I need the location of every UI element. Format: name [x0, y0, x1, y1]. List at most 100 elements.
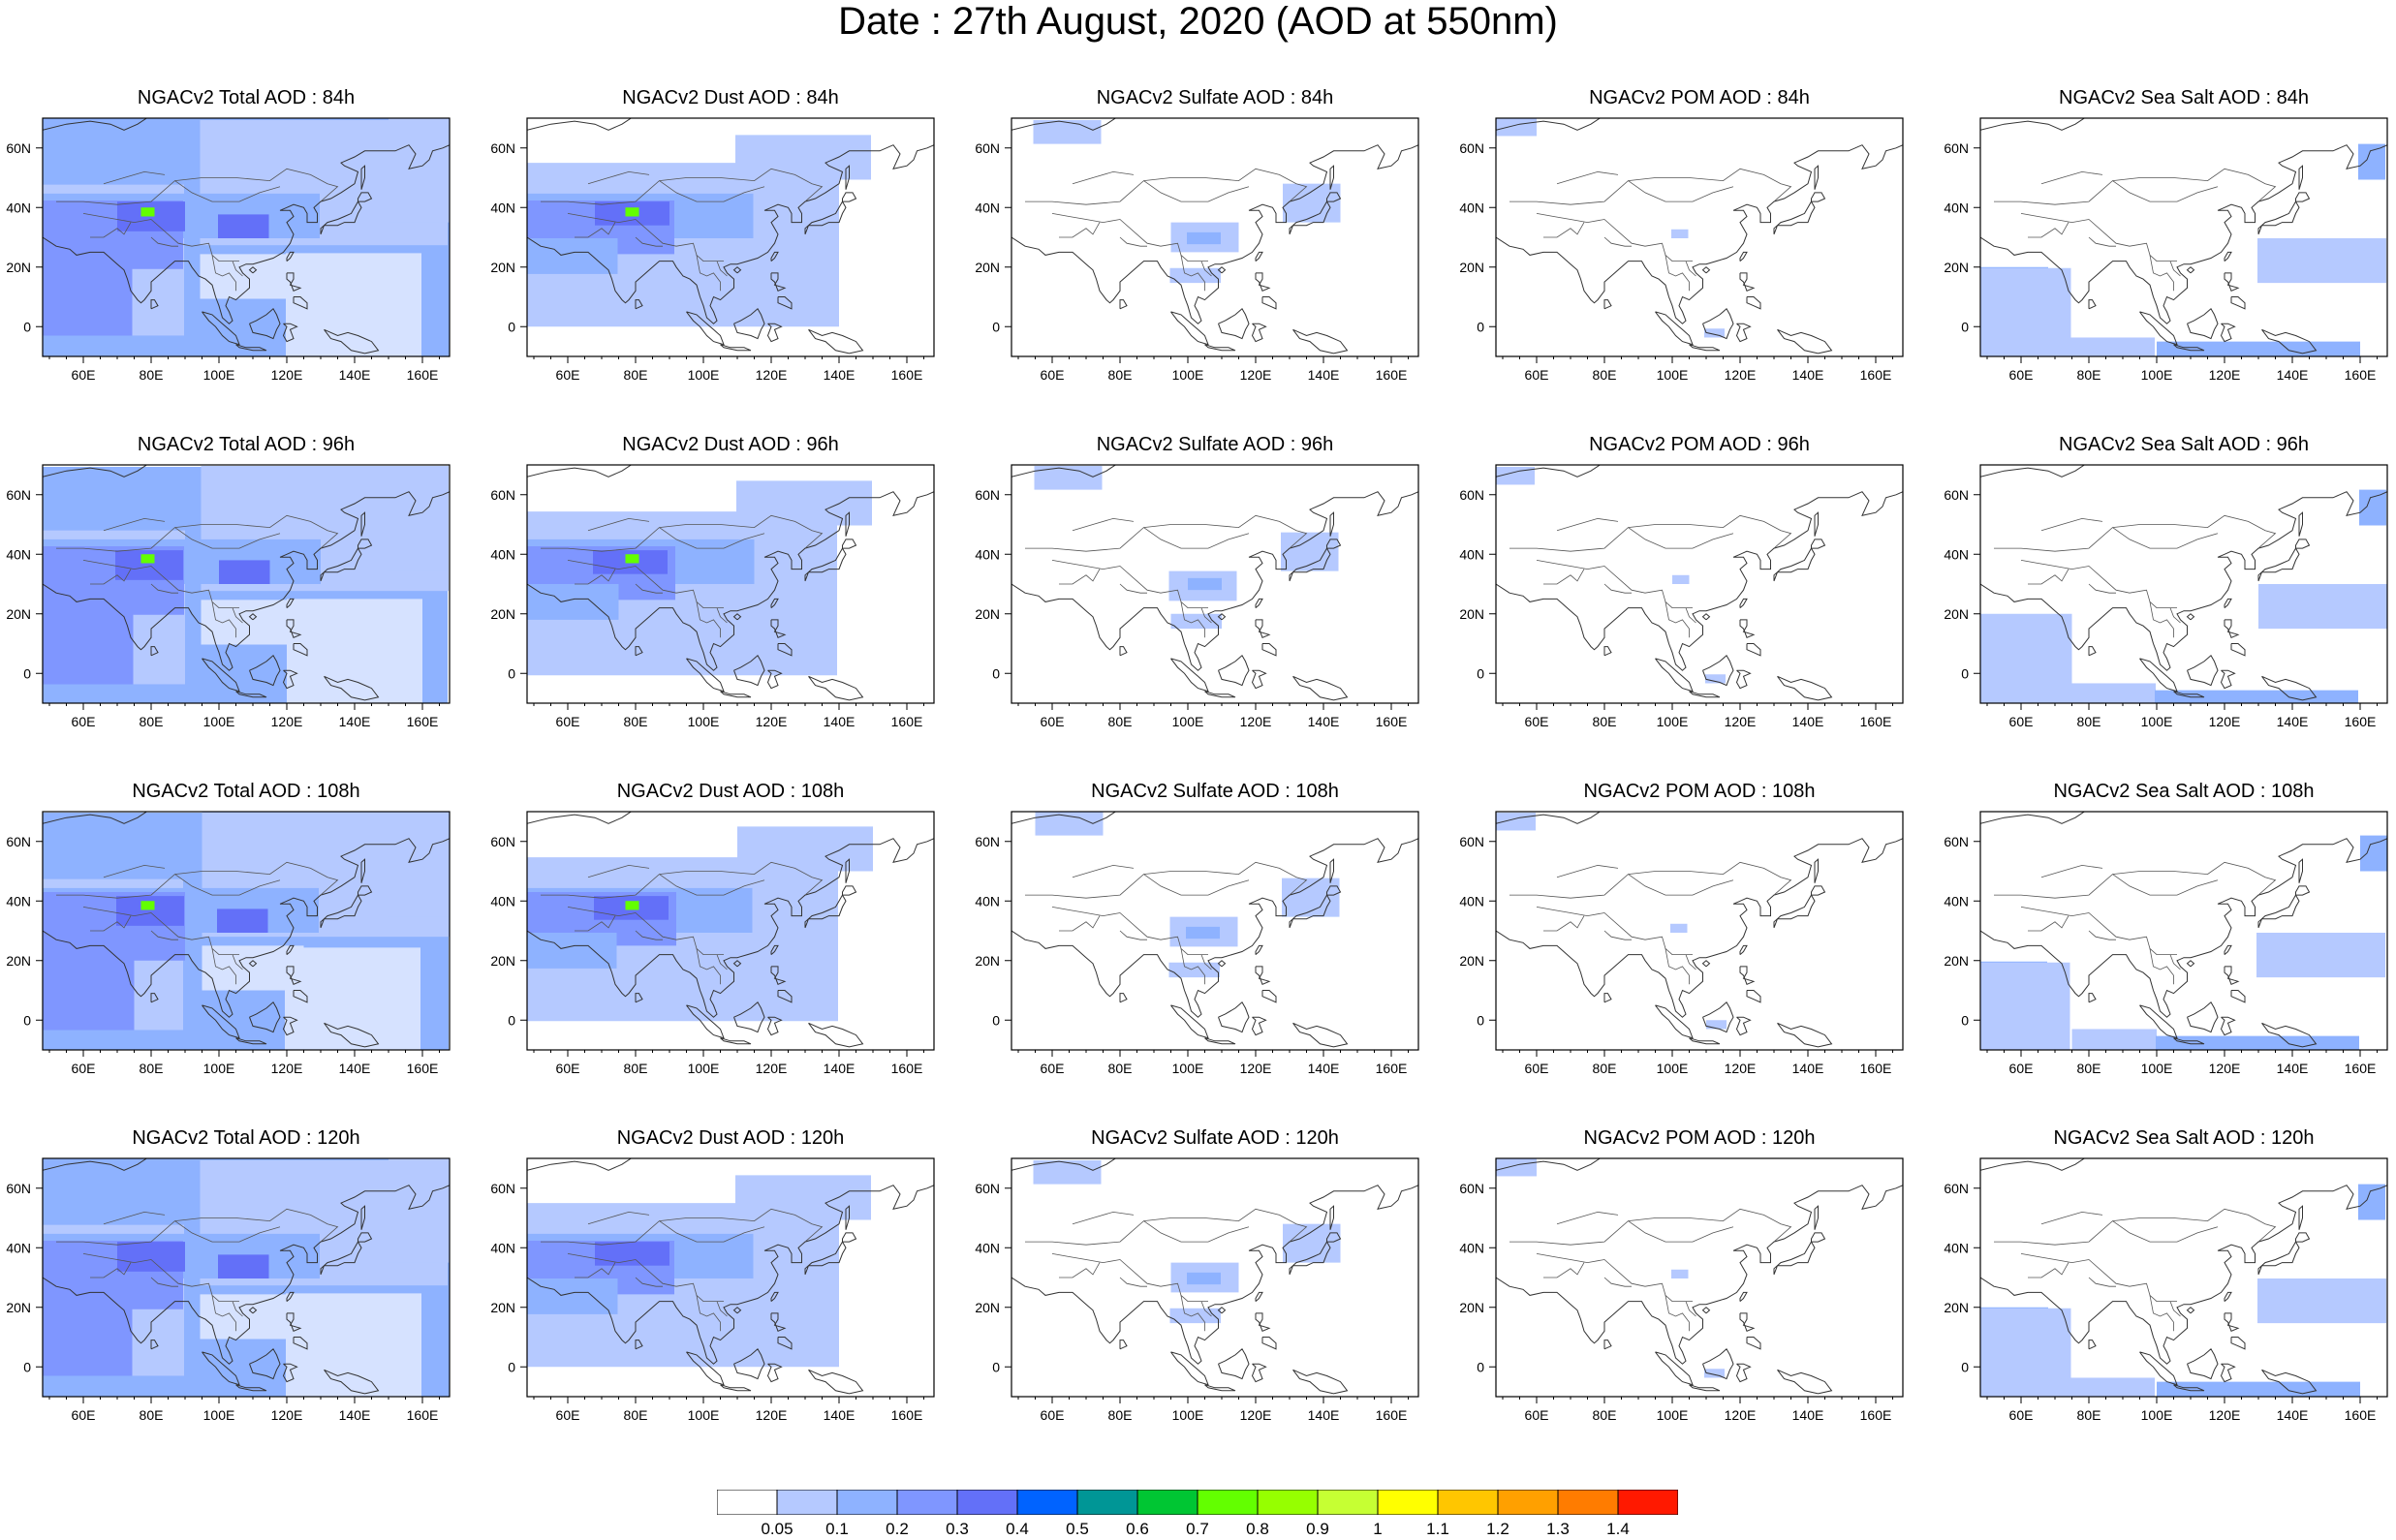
country-border: [1536, 1253, 1693, 1303]
lon-tick-label: 100E: [1657, 1061, 1689, 1076]
coastline: [1655, 658, 1694, 693]
lon-tick-label: 160E: [2345, 367, 2377, 383]
coastline: [1777, 675, 1833, 701]
coastline: [286, 619, 302, 638]
lon-tick-label: 100E: [203, 1407, 235, 1423]
country-border: [2088, 1277, 2116, 1287]
aod-shading: [43, 1375, 219, 1397]
country-border: [1200, 261, 1212, 277]
coastline: [282, 1363, 298, 1383]
country-border: [2040, 1211, 2103, 1225]
coastline: [1496, 838, 1903, 1018]
coastline: [2187, 1348, 2219, 1380]
country-border: [567, 1253, 724, 1303]
lon-tick-label: 160E: [1376, 714, 1408, 729]
lon-tick-label: 160E: [891, 1061, 923, 1076]
map-frame: [42, 117, 451, 357]
aod-hotspot: [140, 554, 155, 564]
country-border: [82, 560, 239, 609]
country-border: [1025, 514, 1308, 552]
lat-tick-label: 60N: [1944, 1181, 1969, 1196]
lon-tick-label: 160E: [1860, 367, 1892, 383]
colorbar-box: [896, 1490, 958, 1515]
coastline: [2220, 1363, 2236, 1383]
coastline: [249, 1001, 281, 1033]
coastline: [1603, 993, 1612, 1003]
coastline: [1689, 1037, 1721, 1045]
aod-shading: [1283, 1223, 1341, 1263]
map-panel: 60E 80E 100E 120E 140E 160E 60N 40N 20N 0: [975, 464, 1419, 729]
coastline: [249, 1348, 281, 1380]
coastline: [766, 323, 783, 343]
map-frame: [42, 1157, 451, 1398]
coastline: [2298, 1205, 2303, 1230]
map-frame: [42, 811, 451, 1051]
country-border: [587, 517, 650, 532]
map-panel-grid: NGACv2 Total AOD : 84h 60E 80E 100E 120E 140E…: [6, 87, 2388, 1423]
country-border: [587, 1211, 650, 1225]
country-border: [174, 527, 281, 549]
country-border: [174, 874, 281, 896]
country-border: [716, 261, 728, 277]
lon-tick-label: 100E: [1172, 1061, 1204, 1076]
coastline: [1255, 619, 1271, 638]
coastline: [1255, 944, 1263, 955]
colorbar-label: 0.3: [946, 1520, 969, 1538]
map-panel: 60E 80E 100E 120E 140E 160E 60N 40N 20N 0: [6, 117, 451, 383]
coastline: [1204, 344, 1236, 352]
country-border: [2040, 170, 2103, 185]
coastline: [1739, 619, 1756, 638]
lon-tick-label: 160E: [1860, 1061, 1892, 1076]
country-border: [1543, 569, 1585, 585]
coastline: [2230, 643, 2246, 657]
map-frame: [1979, 117, 2388, 357]
coastline: [1496, 1185, 1903, 1365]
country-border: [716, 607, 728, 624]
country-border: [82, 1253, 239, 1303]
coastline: [1011, 118, 1117, 131]
coastline: [1980, 838, 2387, 1018]
aod-shading: [2071, 1029, 2157, 1050]
aod-shading: [117, 201, 185, 231]
colorbar: [717, 1490, 1678, 1515]
coastline: [2295, 885, 2311, 896]
country-border: [211, 601, 236, 638]
coastline: [2139, 1351, 2178, 1386]
country-border: [2040, 864, 2103, 878]
coastline: [527, 1158, 633, 1171]
country-border: [1536, 213, 1693, 262]
country-border: [1051, 1253, 1208, 1303]
coastline: [770, 966, 787, 985]
colorbar-box: [1317, 1490, 1379, 1515]
country-border: [567, 907, 724, 956]
lat-tick-label: 0: [23, 319, 31, 334]
country-border: [103, 1211, 166, 1225]
country-border: [2088, 583, 2116, 594]
lat-tick-label: 20N: [1459, 260, 1484, 275]
colorbar-label: 1.2: [1486, 1520, 1509, 1538]
country-border: [2020, 1253, 2177, 1303]
aod-shading: [285, 947, 420, 1050]
map-panel: 60E 80E 100E 120E 140E 160E 60N 40N 20N 0: [1459, 117, 1904, 383]
coastline: [2230, 1337, 2246, 1350]
country-border: [211, 255, 236, 292]
country-border: [1628, 180, 1734, 202]
coastline: [2187, 655, 2219, 687]
aod-shading: [737, 826, 873, 872]
lat-tick-label: 0: [1477, 665, 1484, 681]
aod-shading: [1187, 1272, 1221, 1285]
coastline: [804, 894, 847, 929]
lon-tick-label: 160E: [407, 367, 439, 383]
lat-tick-label: 60N: [490, 140, 515, 156]
lat-tick-label: 20N: [6, 260, 31, 275]
lat-tick-label: 20N: [490, 260, 515, 275]
coastline: [1261, 990, 1277, 1003]
coastline: [635, 993, 643, 1003]
coastline: [360, 511, 365, 537]
aod-shading: [218, 1254, 269, 1278]
coastline: [1980, 118, 2086, 131]
country-border: [1628, 527, 1734, 549]
country-border: [1200, 1301, 1212, 1317]
lon-tick-label: 100E: [1172, 367, 1204, 383]
coastline: [202, 1351, 240, 1386]
